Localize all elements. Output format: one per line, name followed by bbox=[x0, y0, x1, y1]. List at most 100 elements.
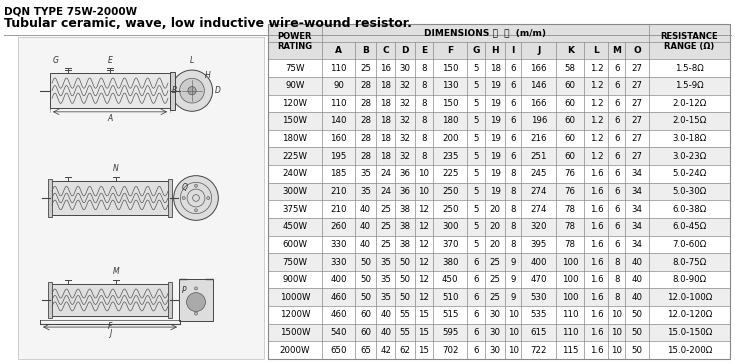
Text: 1.6: 1.6 bbox=[589, 187, 603, 196]
Text: 450: 450 bbox=[442, 275, 459, 284]
Text: 6.0-38Ω: 6.0-38Ω bbox=[673, 205, 706, 214]
Text: 50: 50 bbox=[400, 293, 411, 302]
Text: 10: 10 bbox=[508, 328, 519, 337]
Text: 5: 5 bbox=[474, 222, 479, 231]
Text: H: H bbox=[492, 46, 499, 55]
Text: 10: 10 bbox=[508, 346, 519, 355]
Text: 12.0-100Ω: 12.0-100Ω bbox=[667, 293, 712, 302]
Text: J: J bbox=[537, 46, 540, 55]
Text: 5.0-30Ω: 5.0-30Ω bbox=[673, 187, 706, 196]
Bar bbox=[322, 24, 649, 41]
Text: 15.0-200Ω: 15.0-200Ω bbox=[667, 346, 712, 355]
Text: 245: 245 bbox=[531, 169, 547, 178]
Circle shape bbox=[171, 70, 212, 111]
Text: 78: 78 bbox=[564, 205, 576, 214]
Text: 615: 615 bbox=[531, 328, 547, 337]
Text: 1.6: 1.6 bbox=[589, 328, 603, 337]
Text: 330: 330 bbox=[330, 257, 347, 266]
Text: 27: 27 bbox=[631, 99, 642, 108]
Text: 25: 25 bbox=[490, 275, 501, 284]
Text: 34: 34 bbox=[631, 169, 642, 178]
Text: 6: 6 bbox=[614, 81, 620, 90]
Text: 10: 10 bbox=[612, 310, 623, 320]
Text: 18: 18 bbox=[380, 81, 391, 90]
Text: J: J bbox=[109, 329, 111, 338]
Text: 150: 150 bbox=[442, 64, 459, 72]
Text: 5: 5 bbox=[474, 116, 479, 126]
Text: 27: 27 bbox=[631, 116, 642, 126]
Text: 2.0-15Ω: 2.0-15Ω bbox=[673, 116, 706, 126]
Text: 10: 10 bbox=[418, 169, 429, 178]
Text: 595: 595 bbox=[442, 328, 459, 337]
Text: 25: 25 bbox=[380, 222, 391, 231]
Text: 8: 8 bbox=[511, 222, 516, 231]
Text: 110: 110 bbox=[562, 310, 578, 320]
Text: 750W: 750W bbox=[282, 257, 307, 266]
Bar bbox=[268, 77, 730, 95]
Bar bbox=[168, 282, 172, 318]
Bar bbox=[649, 24, 730, 59]
Text: 40: 40 bbox=[380, 310, 391, 320]
Text: 27: 27 bbox=[631, 134, 642, 143]
Text: 250: 250 bbox=[442, 205, 459, 214]
Text: G: G bbox=[473, 46, 480, 55]
Bar bbox=[268, 200, 730, 218]
Text: 195: 195 bbox=[330, 152, 347, 161]
Text: 50: 50 bbox=[400, 275, 411, 284]
Text: M: M bbox=[112, 267, 119, 276]
Text: 28: 28 bbox=[360, 81, 371, 90]
Text: 100: 100 bbox=[562, 293, 578, 302]
Text: 225: 225 bbox=[442, 169, 459, 178]
Text: 30: 30 bbox=[490, 346, 501, 355]
Text: D: D bbox=[401, 46, 409, 55]
Text: 6: 6 bbox=[511, 64, 516, 72]
Text: 27: 27 bbox=[631, 152, 642, 161]
Text: 78: 78 bbox=[564, 240, 576, 249]
Text: 50: 50 bbox=[360, 257, 371, 266]
Text: 32: 32 bbox=[400, 134, 411, 143]
Text: 115: 115 bbox=[562, 346, 578, 355]
Text: 6: 6 bbox=[474, 346, 479, 355]
Text: 1.2: 1.2 bbox=[589, 116, 603, 126]
Text: 460: 460 bbox=[330, 293, 347, 302]
Text: 12: 12 bbox=[418, 257, 429, 266]
Text: 395: 395 bbox=[531, 240, 547, 249]
Text: 6: 6 bbox=[614, 187, 620, 196]
Text: 722: 722 bbox=[531, 346, 547, 355]
Text: 36: 36 bbox=[400, 187, 411, 196]
Text: 27: 27 bbox=[631, 81, 642, 90]
Text: 650: 650 bbox=[330, 346, 347, 355]
Text: 1.6: 1.6 bbox=[589, 240, 603, 249]
Text: 50: 50 bbox=[360, 293, 371, 302]
Bar bbox=[268, 236, 730, 253]
Text: 185: 185 bbox=[330, 169, 347, 178]
Text: 1.6: 1.6 bbox=[589, 275, 603, 284]
Text: Tubular ceramic, wave, low inductive wire-wound resistor.: Tubular ceramic, wave, low inductive wir… bbox=[4, 17, 412, 30]
Bar bbox=[168, 179, 172, 217]
Text: 10: 10 bbox=[508, 310, 519, 320]
Text: 18: 18 bbox=[490, 64, 501, 72]
Text: C: C bbox=[382, 46, 389, 55]
Text: A: A bbox=[335, 46, 342, 55]
Text: 166: 166 bbox=[531, 64, 547, 72]
Text: 28: 28 bbox=[360, 152, 371, 161]
Circle shape bbox=[207, 197, 209, 199]
Text: 40: 40 bbox=[631, 257, 642, 266]
Text: 5: 5 bbox=[474, 134, 479, 143]
Text: 600W: 600W bbox=[282, 240, 307, 249]
Circle shape bbox=[182, 197, 185, 199]
Text: 76: 76 bbox=[564, 187, 576, 196]
Text: 2000W: 2000W bbox=[280, 346, 310, 355]
Text: E: E bbox=[421, 46, 427, 55]
Text: 130: 130 bbox=[442, 81, 459, 90]
Text: 25: 25 bbox=[490, 257, 501, 266]
Text: 100: 100 bbox=[562, 257, 578, 266]
Text: 5: 5 bbox=[474, 64, 479, 72]
Bar bbox=[268, 112, 730, 130]
Text: 470: 470 bbox=[531, 275, 547, 284]
Text: 450W: 450W bbox=[282, 222, 307, 231]
Text: F: F bbox=[447, 46, 453, 55]
Text: 210: 210 bbox=[330, 187, 347, 196]
Text: 60: 60 bbox=[360, 310, 371, 320]
Text: 25: 25 bbox=[360, 64, 371, 72]
